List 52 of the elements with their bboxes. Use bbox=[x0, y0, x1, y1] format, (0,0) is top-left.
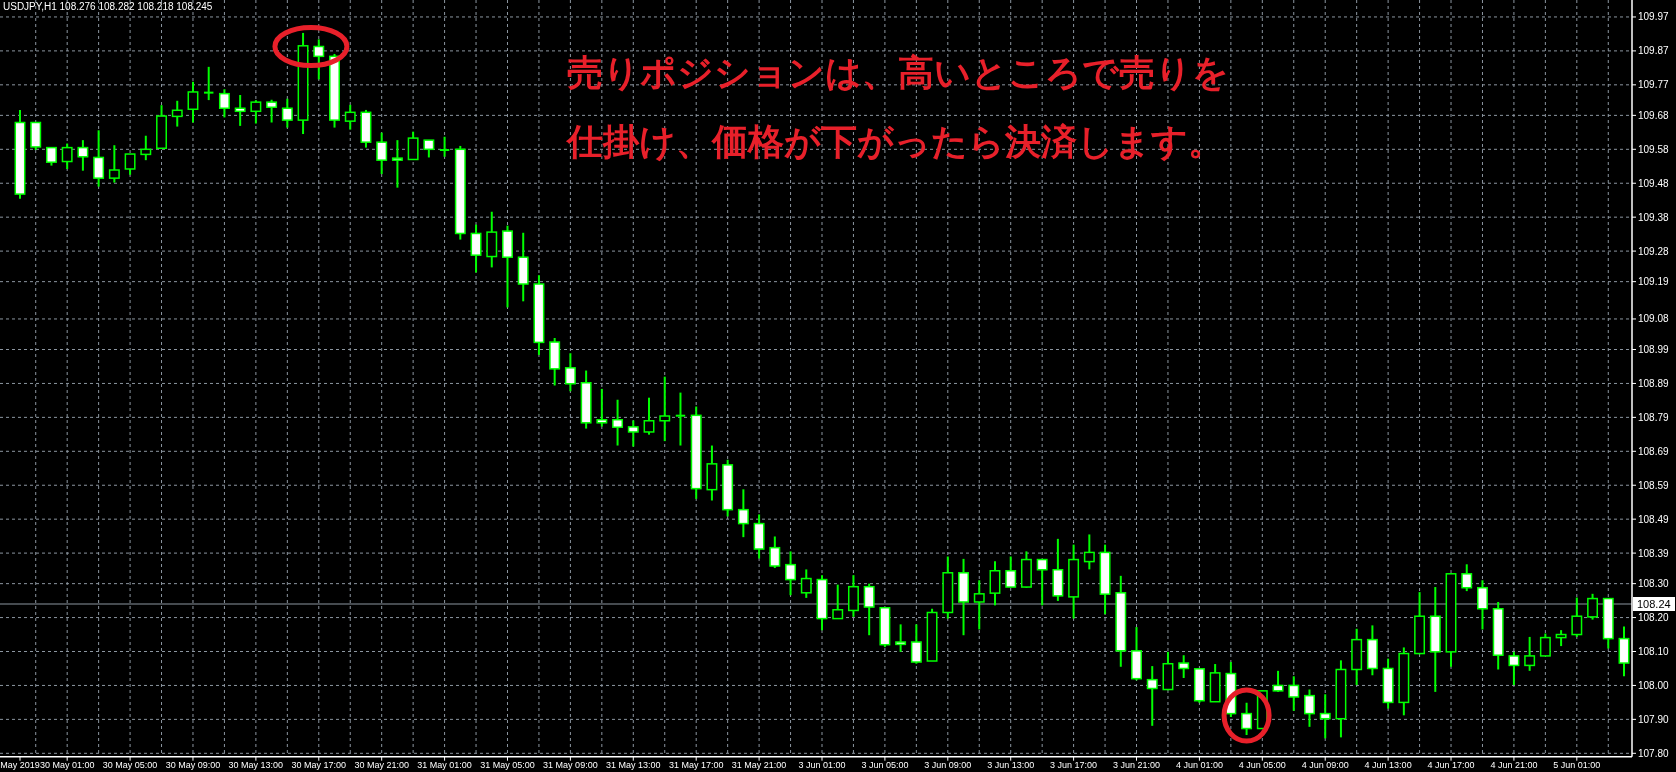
x-tick-label: 31 May 21:00 bbox=[731, 760, 787, 770]
x-tick-label: 4 Jun 13:00 bbox=[1364, 760, 1412, 770]
x-tick-label: 30 May 17:00 bbox=[291, 760, 347, 770]
y-tick-label: 108.89 bbox=[1638, 377, 1670, 389]
y-tick-label: 109.97 bbox=[1638, 11, 1670, 23]
x-tick-label: 30 May 09:00 bbox=[165, 760, 221, 770]
annotation: 売りポジションは、高いところで売りを bbox=[567, 52, 1229, 93]
x-tick-label: 30 May 01:00 bbox=[39, 760, 95, 770]
y-tick-label: 109.77 bbox=[1638, 79, 1670, 91]
x-tick-label: 4 Jun 01:00 bbox=[1175, 760, 1223, 770]
x-tick-label: 4 Jun 21:00 bbox=[1490, 760, 1538, 770]
x-tick-label: 3 Jun 09:00 bbox=[924, 760, 972, 770]
y-tick-label: 109.38 bbox=[1638, 211, 1670, 223]
y-tick-label: 109.68 bbox=[1638, 109, 1670, 121]
x-tick-label: 4 Jun 05:00 bbox=[1238, 760, 1286, 770]
y-tick-label: 108.79 bbox=[1638, 411, 1670, 423]
x-tick-label: 3 Jun 05:00 bbox=[861, 760, 909, 770]
y-tick-label: 108.49 bbox=[1638, 513, 1670, 525]
ref-line-label: 108.24 bbox=[1637, 598, 1671, 610]
y-tick-label: 109.28 bbox=[1638, 245, 1670, 257]
x-tick-label: 30 May 21:00 bbox=[354, 760, 409, 770]
y-tick-label: 108.69 bbox=[1638, 445, 1670, 457]
y-tick-label: 108.59 bbox=[1638, 479, 1670, 491]
x-tick-label: 3 Jun 13:00 bbox=[987, 760, 1035, 770]
chart-title: USDJPY,H1 108.276 108.282 108.218 108.245 bbox=[3, 1, 213, 12]
y-tick-label: 108.20 bbox=[1638, 612, 1670, 624]
x-tick-label: 31 May 09:00 bbox=[543, 760, 598, 770]
x-tick-label: May 2019 bbox=[0, 760, 40, 770]
x-tick-label: 5 Jun 01:00 bbox=[1553, 760, 1601, 770]
x-tick-label: 31 May 17:00 bbox=[668, 760, 724, 770]
y-tick-label: 109.08 bbox=[1638, 313, 1670, 325]
y-tick-label: 107.90 bbox=[1638, 713, 1670, 725]
x-tick-label: 31 May 01:00 bbox=[417, 760, 472, 770]
x-tick-label: 4 Jun 09:00 bbox=[1301, 760, 1349, 770]
y-tick-label: 107.80 bbox=[1638, 747, 1670, 759]
x-tick-label: 3 Jun 01:00 bbox=[798, 760, 846, 770]
y-tick-label: 108.10 bbox=[1638, 646, 1670, 658]
x-tick-label: 30 May 13:00 bbox=[228, 760, 284, 770]
y-tick-label: 109.87 bbox=[1638, 45, 1670, 57]
y-tick-label: 108.30 bbox=[1638, 578, 1670, 590]
x-tick-label: 30 May 05:00 bbox=[102, 760, 158, 770]
y-tick-label: 108.39 bbox=[1638, 547, 1670, 559]
x-tick-label: 31 May 05:00 bbox=[480, 760, 535, 770]
y-tick-label: 108.99 bbox=[1638, 344, 1670, 356]
y-tick-label: 109.58 bbox=[1638, 143, 1670, 155]
x-tick-label: 31 May 13:00 bbox=[606, 760, 661, 770]
x-tick-label: 3 Jun 21:00 bbox=[1112, 760, 1161, 770]
y-tick-label: 109.48 bbox=[1638, 177, 1670, 189]
x-tick-label: 4 Jun 17:00 bbox=[1427, 760, 1475, 770]
y-tick-label: 108.00 bbox=[1638, 679, 1670, 691]
y-tick-label: 109.19 bbox=[1638, 276, 1670, 288]
x-tick-label: 3 Jun 17:00 bbox=[1050, 760, 1098, 770]
